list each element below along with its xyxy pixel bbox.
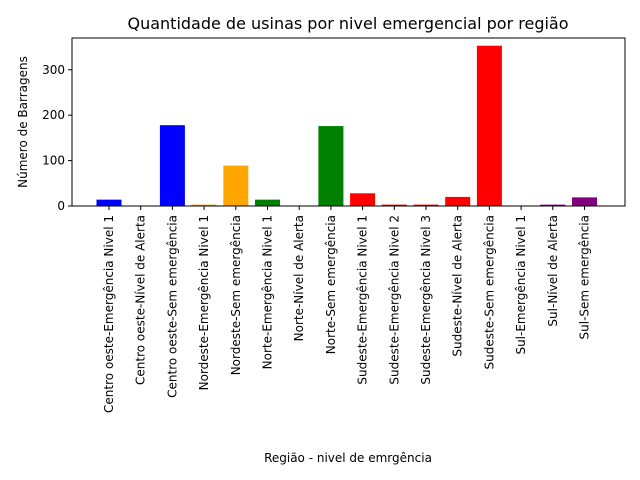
x-tick-label: Centro oeste-Emergência Nivel 1	[102, 215, 116, 413]
x-axis-label: Região - nivel de emrgência	[264, 451, 432, 465]
y-tick-label: 200	[42, 108, 65, 122]
bar	[318, 126, 344, 206]
x-tick-label: Norte-Nível de Alerta	[292, 215, 306, 341]
bar	[476, 45, 502, 206]
x-tick-label: Sudeste-Emergência Nivel 1	[356, 215, 370, 385]
bar	[445, 196, 471, 206]
x-tick-label: Centro oeste-Sem emergência	[165, 215, 179, 398]
y-tick-label: 300	[42, 63, 65, 77]
bar	[572, 197, 597, 206]
x-tick-label: Sudeste-Emergência Nivel 2	[387, 215, 401, 385]
y-tick-label: 100	[42, 154, 65, 168]
x-tick-label: Centro oeste-Nível de Alerta	[134, 215, 148, 385]
bar	[223, 165, 249, 206]
chart-title: Quantidade de usinas por nivel emergenci…	[127, 14, 568, 33]
x-tick-label: Norte-Emergência Nivel 1	[261, 215, 275, 369]
bar	[413, 204, 439, 206]
bar	[96, 199, 122, 206]
bar	[540, 204, 566, 206]
plot-frame	[71, 37, 626, 207]
bar	[381, 204, 407, 206]
bar	[191, 204, 217, 206]
y-tick-label: 0	[57, 199, 65, 213]
bar	[159, 125, 185, 206]
bar	[255, 199, 280, 206]
x-tick-label: Sul-Nível de Alerta	[546, 215, 560, 327]
y-axis-label: Número de Barragens	[16, 56, 30, 188]
x-tick-label: Nordeste-Sem emergência	[229, 215, 243, 375]
bar	[350, 193, 376, 206]
y-axis-ticks: 0 100 200 300	[42, 63, 72, 213]
x-tick-label: Sudeste-Emergência Nivel 3	[419, 215, 433, 385]
x-tick-label: Nordeste-Emergência Nivel 1	[197, 215, 211, 390]
x-tick-label: Sudeste-Nível de Alerta	[451, 215, 465, 357]
x-tick-label: Sul-Sem emergência	[578, 215, 592, 339]
x-tick-label: Sul-Emergência Nivel 1	[514, 215, 528, 355]
x-tick-label: Norte-Sem emergência	[324, 215, 338, 354]
x-tick-label: Sudeste-Sem emergência	[482, 215, 496, 369]
bars-group	[96, 45, 597, 206]
x-axis-ticks: Centro oeste-Emergência Nivel 1 Centro oe…	[102, 206, 592, 413]
